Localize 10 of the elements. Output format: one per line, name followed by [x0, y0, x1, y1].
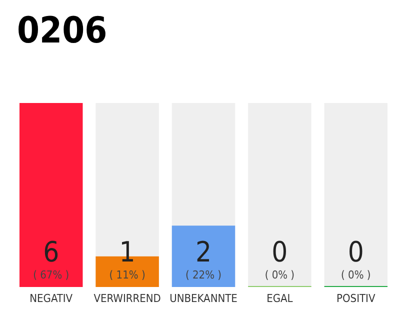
x-tick-label: NEGATIV	[30, 292, 73, 305]
data-label: 0 ( 0% )	[341, 236, 371, 282]
data-label: 6 ( 67% )	[33, 236, 70, 282]
x-tick-label: UNBEKANNTE	[170, 292, 238, 305]
chart-title: 0206	[17, 10, 108, 52]
x-tick-label: POSITIV	[336, 292, 376, 305]
x-tick-label: EGAL	[266, 292, 294, 305]
data-label: 0 ( 0% )	[264, 236, 295, 282]
data-label: 2 ( 22% )	[185, 236, 222, 282]
x-tick-label: VERWIRREND	[94, 292, 162, 305]
